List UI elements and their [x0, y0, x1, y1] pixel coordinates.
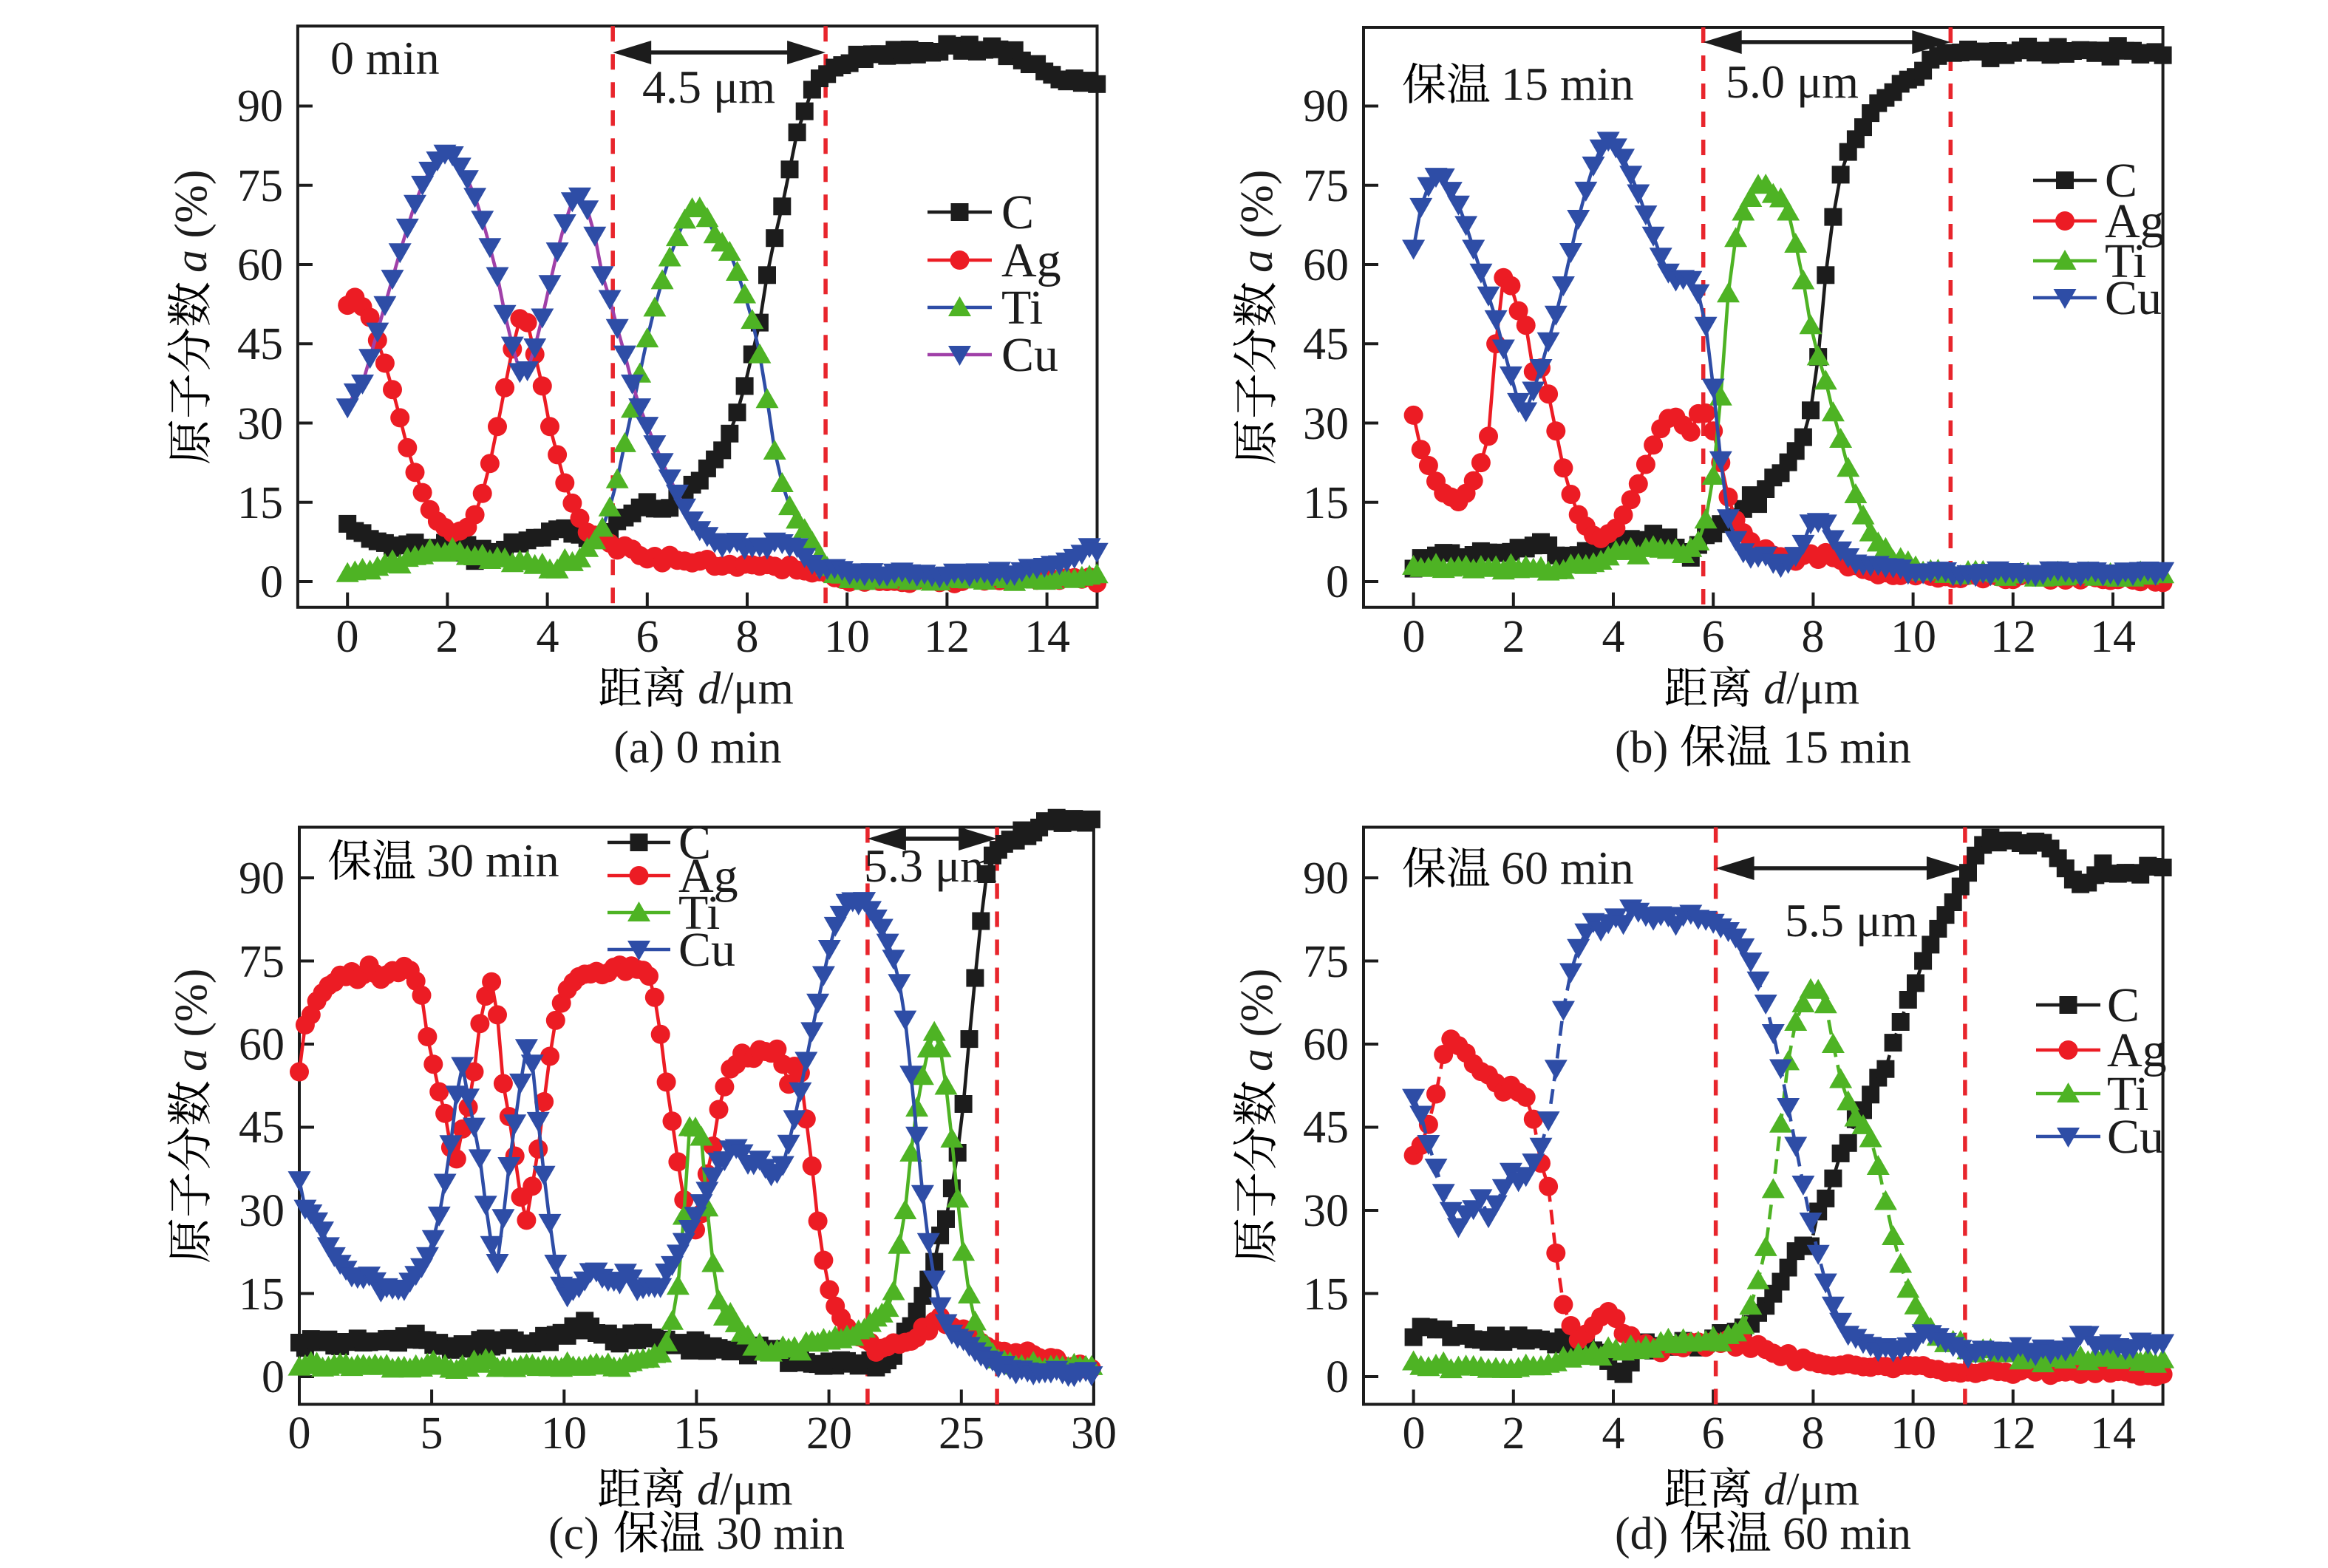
svg-text:Cu: Cu	[2107, 1110, 2164, 1164]
svg-text:C: C	[1001, 185, 1034, 239]
svg-text:14: 14	[1024, 612, 1070, 662]
svg-text:4.5 μm: 4.5 μm	[642, 61, 775, 113]
svg-text:90: 90	[237, 81, 283, 132]
svg-text:0: 0	[262, 1352, 285, 1402]
svg-text:d/μm: d/μm	[1763, 664, 1859, 714]
svg-text:d/μm: d/μm	[698, 664, 794, 714]
svg-text:15 min: 15 min	[1501, 58, 1634, 110]
svg-text:12: 12	[924, 612, 970, 662]
svg-text:(c): (c)	[548, 1509, 599, 1559]
svg-text:30: 30	[239, 1186, 285, 1236]
svg-text:a (%): a (%)	[1232, 969, 1282, 1071]
svg-text:a (%): a (%)	[166, 969, 217, 1071]
svg-text:45: 45	[237, 319, 283, 369]
svg-text:8: 8	[1802, 1408, 1825, 1459]
svg-text:Ag: Ag	[2105, 194, 2165, 248]
svg-text:C: C	[2107, 978, 2140, 1032]
svg-text:90: 90	[1303, 853, 1349, 904]
svg-text:90: 90	[1303, 81, 1349, 132]
svg-text:0: 0	[1326, 1352, 1349, 1402]
svg-text:2: 2	[436, 612, 459, 662]
svg-text:14: 14	[2090, 612, 2136, 662]
svg-text:2: 2	[1502, 612, 1525, 662]
svg-text:6: 6	[636, 612, 659, 662]
svg-text:45: 45	[1303, 319, 1349, 369]
svg-text:5.3 μm: 5.3 μm	[864, 839, 997, 892]
svg-text:60: 60	[239, 1020, 285, 1070]
svg-text:90: 90	[239, 853, 285, 904]
svg-text:4: 4	[1602, 1408, 1625, 1459]
svg-text:a (%): a (%)	[166, 170, 217, 273]
svg-text:15: 15	[237, 478, 283, 528]
svg-text:15: 15	[239, 1269, 285, 1320]
svg-text:15: 15	[1303, 1269, 1349, 1320]
svg-text:(d): (d)	[1615, 1509, 1668, 1559]
svg-text:75: 75	[1303, 937, 1349, 987]
svg-text:0: 0	[1403, 1408, 1426, 1459]
svg-text:75: 75	[237, 161, 283, 211]
svg-text:0: 0	[1403, 612, 1426, 662]
svg-text:Cu: Cu	[1001, 328, 1058, 382]
svg-text:4: 4	[1602, 612, 1625, 662]
svg-text:6: 6	[1702, 1408, 1725, 1459]
svg-text:d/μm: d/μm	[697, 1465, 793, 1515]
svg-text:30: 30	[1303, 1186, 1349, 1236]
svg-text:a (%): a (%)	[1232, 170, 1282, 273]
svg-text:Ag: Ag	[678, 849, 738, 903]
svg-text:5: 5	[421, 1408, 443, 1459]
svg-text:0: 0	[1326, 557, 1349, 607]
svg-text:Ag: Ag	[2107, 1023, 2167, 1077]
svg-text:C: C	[678, 816, 711, 870]
svg-text:6: 6	[1702, 612, 1725, 662]
svg-text:Ag: Ag	[1001, 234, 1061, 287]
svg-text:10: 10	[1890, 612, 1936, 662]
svg-text:8: 8	[736, 612, 759, 662]
svg-text:0: 0	[260, 557, 283, 607]
svg-text:4: 4	[537, 612, 559, 662]
svg-text:20: 20	[806, 1408, 852, 1459]
svg-text:12: 12	[1990, 1408, 2036, 1459]
svg-text:d/μm: d/μm	[1763, 1465, 1859, 1515]
svg-text:(a) 0 min: (a) 0 min	[613, 723, 781, 773]
svg-text:30: 30	[1071, 1408, 1117, 1459]
svg-text:30 min: 30 min	[426, 834, 559, 887]
svg-text:5.0 μm: 5.0 μm	[1726, 55, 1859, 108]
svg-text:60 min: 60 min	[1783, 1509, 1911, 1559]
svg-text:25: 25	[939, 1408, 984, 1459]
svg-text:14: 14	[2090, 1408, 2136, 1459]
svg-text:Cu: Cu	[2105, 271, 2162, 325]
svg-text:15: 15	[1303, 478, 1349, 528]
svg-text:Ti: Ti	[1001, 281, 1043, 335]
svg-text:10: 10	[541, 1408, 587, 1459]
svg-text:Ti: Ti	[2105, 234, 2146, 288]
svg-text:2: 2	[1502, 1408, 1525, 1459]
svg-text:Ti: Ti	[678, 886, 720, 940]
svg-text:Ti: Ti	[2107, 1067, 2148, 1121]
svg-text:C: C	[2105, 154, 2137, 208]
svg-text:Cu: Cu	[678, 923, 735, 977]
svg-text:45: 45	[239, 1102, 285, 1153]
svg-text:60: 60	[1303, 1020, 1349, 1070]
svg-text:8: 8	[1802, 612, 1825, 662]
svg-text:0: 0	[336, 612, 359, 662]
svg-text:75: 75	[1303, 161, 1349, 211]
svg-text:(b): (b)	[1615, 723, 1668, 773]
svg-text:0 min: 0 min	[330, 32, 440, 84]
svg-text:0: 0	[288, 1408, 311, 1459]
svg-text:10: 10	[824, 612, 870, 662]
svg-text:12: 12	[1990, 612, 2036, 662]
svg-text:60: 60	[1303, 240, 1349, 290]
svg-text:30 min: 30 min	[716, 1509, 845, 1559]
svg-text:15: 15	[673, 1408, 719, 1459]
svg-text:75: 75	[239, 937, 285, 987]
svg-text:30: 30	[1303, 399, 1349, 449]
svg-text:30: 30	[237, 399, 283, 449]
svg-text:10: 10	[1890, 1408, 1936, 1459]
svg-text:45: 45	[1303, 1102, 1349, 1153]
svg-text:15 min: 15 min	[1783, 723, 1911, 773]
svg-text:60 min: 60 min	[1501, 842, 1634, 894]
svg-text:60: 60	[237, 240, 283, 290]
svg-text:5.5 μm: 5.5 μm	[1785, 894, 1918, 947]
